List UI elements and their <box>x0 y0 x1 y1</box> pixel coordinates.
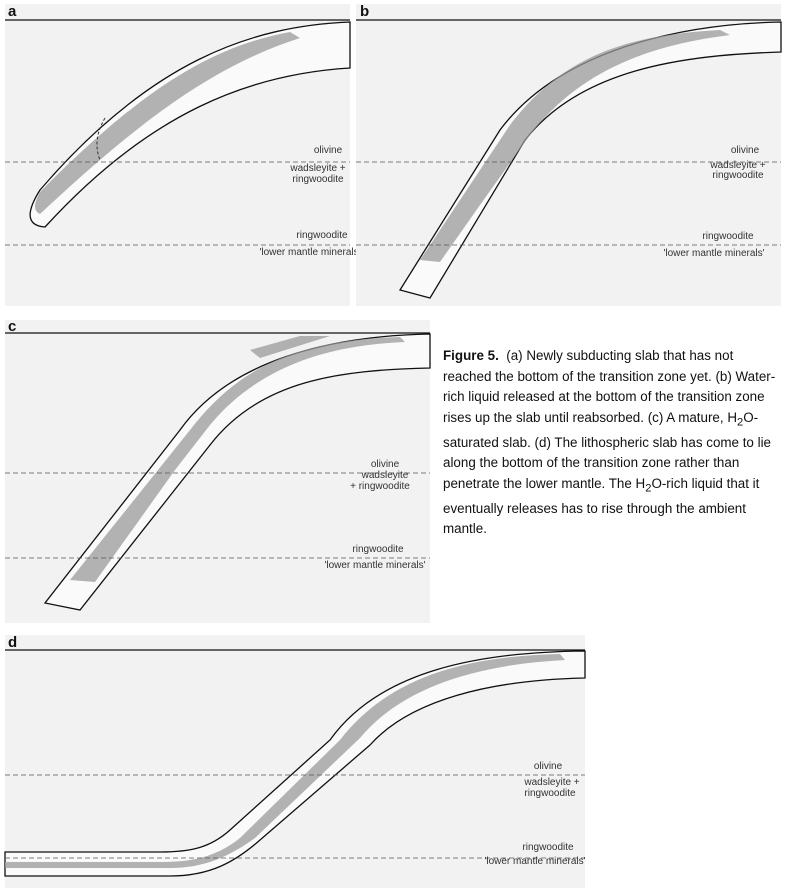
panel-c: c olivine wadsleyite + ringwoodite ringw… <box>5 318 430 623</box>
layer-label: olivine <box>534 761 563 772</box>
layer-label: olivine <box>371 459 400 470</box>
layer-label: ringwoodite <box>522 842 574 853</box>
panel-a: a olivine wadsleyite + ringwoodite ringw… <box>5 3 361 306</box>
layer-label: 'lower mantle minerals' <box>484 856 585 867</box>
layer-label: 'lower mantle minerals' <box>259 247 360 258</box>
layer-label: + ringwoodite <box>350 481 410 492</box>
panel-label: a <box>8 3 17 20</box>
panel-b: b olivine wadsleyite + ringwoodite ringw… <box>356 3 781 306</box>
layer-label: ringwoodite <box>712 170 764 181</box>
layer-label: ringwoodite <box>292 174 344 185</box>
layer-label: ringwoodite <box>524 788 576 799</box>
layer-label: olivine <box>731 145 760 156</box>
panel-label: c <box>8 318 16 335</box>
layer-label: wadsleyite + <box>523 777 579 788</box>
layer-label: 'lower mantle minerals' <box>324 560 425 571</box>
figure: a olivine wadsleyite + ringwoodite ringw… <box>0 0 786 891</box>
caption: Figure 5. (a) Newly subducting slab that… <box>443 346 783 540</box>
layer-label: 'lower mantle minerals' <box>663 248 764 259</box>
panel-d: d olivine wadsleyite + ringwoodite ringw… <box>5 634 586 888</box>
layer-label: ringwoodite <box>296 230 348 241</box>
layer-label: ringwoodite <box>702 231 754 242</box>
caption-heading: Figure 5. <box>443 348 499 363</box>
layer-label: wadsleyite + <box>289 163 345 174</box>
layer-label: olivine <box>314 145 343 156</box>
layer-label: ringwoodite <box>352 544 404 555</box>
layer-label: wadsleyite <box>361 470 409 481</box>
panel-label: d <box>8 634 17 651</box>
panel-label: b <box>360 3 369 20</box>
